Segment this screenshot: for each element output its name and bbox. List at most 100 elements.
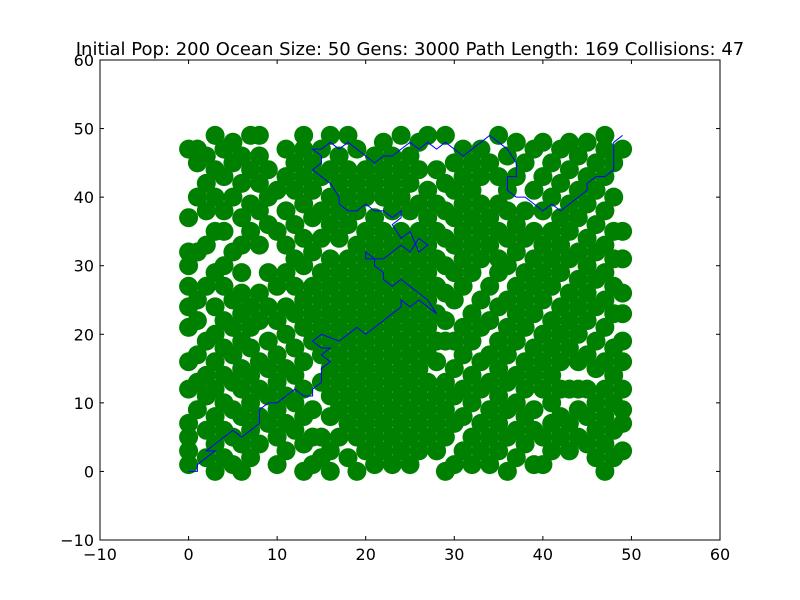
obstacle-point <box>568 269 588 289</box>
obstacle-point <box>613 304 633 324</box>
obstacle-point <box>577 256 597 276</box>
y-tick-label: 10 <box>74 394 94 413</box>
obstacle-point <box>533 132 553 152</box>
obstacle-point <box>542 153 562 173</box>
obstacle-point <box>347 461 367 481</box>
obstacle-point <box>382 345 402 365</box>
obstacle-point <box>373 132 393 152</box>
obstacle-point <box>577 345 597 365</box>
obstacle-point <box>232 379 252 399</box>
obstacle-point <box>542 249 562 269</box>
obstacle-point <box>427 413 447 433</box>
obstacle-point <box>453 407 473 427</box>
obstacle-point <box>577 379 597 399</box>
obstacle-point <box>391 187 411 207</box>
obstacle-point <box>205 461 225 481</box>
obstacle-point <box>338 187 358 207</box>
obstacle-point <box>267 372 287 392</box>
obstacle-point <box>187 187 207 207</box>
obstacle-point <box>249 434 269 454</box>
obstacle-point <box>497 201 517 221</box>
obstacle-point <box>267 455 287 475</box>
obstacle-point <box>241 393 261 413</box>
obstacle-point <box>489 125 509 145</box>
obstacle-point <box>489 386 509 406</box>
obstacle-point <box>506 393 526 413</box>
obstacle-point <box>524 276 544 296</box>
obstacle-point <box>267 400 287 420</box>
obstacle-point <box>347 400 367 420</box>
obstacle-point <box>241 338 261 358</box>
obstacle-point <box>480 208 500 228</box>
obstacle-point <box>551 208 571 228</box>
obstacle-point <box>276 139 296 159</box>
obstacle-point <box>285 304 305 324</box>
obstacle-point <box>400 173 420 193</box>
obstacle-point <box>444 180 464 200</box>
obstacle-point <box>365 146 385 166</box>
obstacle-point <box>373 331 393 351</box>
obstacle-point <box>365 235 385 255</box>
obstacle-point <box>311 290 331 310</box>
obstacle-point <box>276 324 296 344</box>
obstacle-point <box>559 311 579 331</box>
obstacle-point <box>347 290 367 310</box>
obstacle-point <box>559 160 579 180</box>
obstacle-point <box>365 263 385 283</box>
obstacle-point <box>329 290 349 310</box>
obstacle-point <box>356 359 376 379</box>
obstacle-point <box>373 413 393 433</box>
obstacle-point <box>524 221 544 241</box>
obstacle-point <box>515 201 535 221</box>
obstacle-point <box>595 379 615 399</box>
obstacle-point <box>480 455 500 475</box>
obstacle-point <box>391 386 411 406</box>
obstacle-point <box>187 311 207 331</box>
obstacle-point <box>542 187 562 207</box>
obstacle-point <box>462 180 482 200</box>
obstacle-point <box>453 249 473 269</box>
obstacle-point <box>418 427 438 447</box>
obstacle-point <box>444 263 464 283</box>
obstacle-point <box>338 448 358 468</box>
obstacle-point <box>471 221 491 241</box>
obstacle-point <box>506 448 526 468</box>
obstacle-point <box>303 304 323 324</box>
obstacle-point <box>232 461 252 481</box>
obstacle-point <box>489 441 509 461</box>
obstacle-point <box>480 427 500 447</box>
obstacle-point <box>435 125 455 145</box>
obstacle-point <box>258 359 278 379</box>
obstacle-point <box>338 125 358 145</box>
obstacle-point <box>391 413 411 433</box>
obstacle-point <box>338 359 358 379</box>
obstacle-point <box>444 208 464 228</box>
obstacle-point <box>515 290 535 310</box>
obstacle-point <box>338 249 358 269</box>
obstacle-point <box>356 276 376 296</box>
obstacle-point <box>373 386 393 406</box>
obstacle-point <box>214 276 234 296</box>
obstacle-point <box>568 324 588 344</box>
obstacle-point <box>276 201 296 221</box>
obstacle-point <box>506 331 526 351</box>
obstacle-point <box>577 407 597 427</box>
obstacle-point <box>232 208 252 228</box>
obstacle-point <box>586 215 606 235</box>
obstacle-point <box>382 263 402 283</box>
obstacle-point <box>444 331 464 351</box>
obstacle-point <box>568 297 588 317</box>
obstacle-point <box>542 365 562 385</box>
obstacle-point <box>435 400 455 420</box>
obstacle-point <box>533 290 553 310</box>
obstacle-point <box>533 324 553 344</box>
obstacle-point <box>595 352 615 372</box>
obstacle-point <box>453 167 473 187</box>
x-tick-label: 30 <box>444 545 464 564</box>
obstacle-point <box>232 146 252 166</box>
obstacle-point <box>320 441 340 461</box>
obstacle-point <box>365 290 385 310</box>
obstacle-point <box>595 263 615 283</box>
obstacle-point <box>418 317 438 337</box>
obstacle-point <box>311 228 331 248</box>
